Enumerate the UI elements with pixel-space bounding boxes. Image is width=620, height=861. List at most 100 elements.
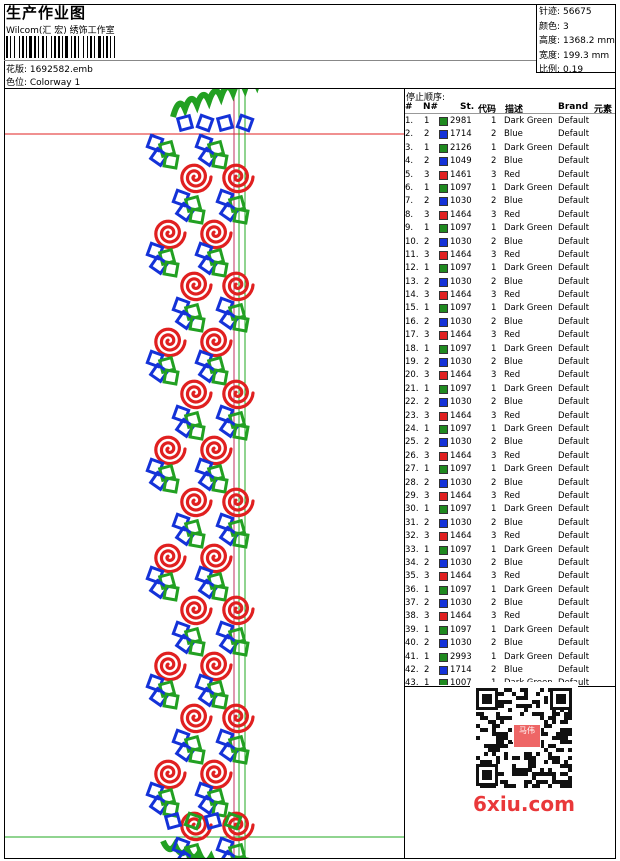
row-stitches: 1097 — [450, 383, 472, 394]
row-description: Blue — [504, 156, 523, 167]
row-code: 3 — [491, 490, 497, 501]
square-cluster-motif — [194, 349, 229, 386]
table-row: 39. 1 1097 1 Dark Green Default — [404, 624, 619, 637]
color-swatch — [439, 358, 448, 368]
row-index: 9. — [405, 223, 414, 234]
bottom-square — [223, 811, 243, 831]
square-cluster-motif — [145, 241, 180, 278]
color-swatch — [439, 157, 448, 167]
stat-value: 199.3 mm — [563, 50, 610, 61]
row-stitches: 1464 — [450, 209, 472, 220]
square-cluster-motif — [215, 620, 250, 657]
color-swatch — [439, 304, 448, 314]
row-needle: 3 — [424, 490, 430, 501]
color-swatch — [439, 264, 448, 274]
row-description: Blue — [504, 196, 523, 207]
red-spiral-motif — [180, 487, 213, 518]
row-needle: 1 — [424, 584, 430, 595]
row-index: 32. — [405, 531, 419, 542]
row-stitches: 1464 — [450, 370, 472, 381]
square-cluster-motif — [171, 836, 206, 858]
color-swatch — [439, 532, 448, 542]
red-spiral-motif — [222, 487, 255, 518]
row-needle: 2 — [424, 665, 430, 676]
color-swatch — [439, 398, 448, 408]
row-brand: Default — [558, 423, 590, 434]
row-brand: Default — [558, 343, 590, 354]
red-spiral-motif — [222, 811, 255, 842]
color-swatch — [439, 130, 448, 140]
row-description: Dark Green — [504, 423, 553, 434]
row-brand: Default — [558, 557, 590, 568]
design-divider — [404, 88, 405, 859]
stat-key: 宽度: — [539, 50, 561, 61]
row-index: 29. — [405, 490, 419, 501]
frame-right — [615, 4, 616, 859]
row-needle: 2 — [424, 517, 430, 528]
red-spiral-motif — [222, 379, 255, 410]
row-code: 2 — [491, 437, 497, 448]
table-row: 36. 1 1097 1 Dark Green Default — [404, 584, 619, 597]
square-cluster-motif — [145, 673, 180, 710]
row-index: 40. — [405, 638, 419, 649]
design-filename: 花版: 1692582.emb — [6, 65, 93, 75]
table-row: 27. 1 1097 1 Dark Green Default — [404, 463, 619, 476]
row-stitches: 1464 — [450, 450, 472, 461]
row-stitches: 1030 — [450, 437, 472, 448]
row-description: Dark Green — [504, 182, 553, 193]
stat-row: 高度: 1368.2 mm — [539, 34, 615, 49]
row-needle: 3 — [424, 450, 430, 461]
row-index: 38. — [405, 611, 419, 622]
row-description: Red — [504, 249, 521, 260]
red-spiral-motif — [180, 163, 213, 194]
table-row: 9. 1 1097 1 Dark Green Default — [404, 222, 619, 235]
row-code: 2 — [491, 196, 497, 207]
row-index: 7. — [405, 196, 414, 207]
row-stitches: 2126 — [450, 142, 472, 153]
row-stitches: 1007 — [450, 678, 472, 685]
table-row: 40. 2 1030 2 Blue Default — [404, 637, 619, 650]
row-index: 41. — [405, 651, 419, 662]
row-code: 2 — [491, 638, 497, 649]
row-index: 23. — [405, 410, 419, 421]
col-needle: N# — [423, 102, 439, 112]
frame-bottom — [4, 858, 616, 859]
row-brand: Default — [558, 611, 590, 622]
table-row: 12. 1 1097 1 Dark Green Default — [404, 262, 619, 275]
row-index: 27. — [405, 464, 419, 475]
color-swatch — [439, 250, 448, 260]
row-code: 1 — [491, 303, 497, 314]
row-needle: 1 — [424, 182, 430, 193]
stats-divider — [536, 4, 537, 72]
qr-badge: 马伟 — [513, 724, 541, 748]
row-code: 1 — [491, 464, 497, 475]
red-spiral-motif — [222, 703, 255, 734]
color-swatch — [439, 411, 448, 421]
table-row: 17. 3 1464 3 Red Default — [404, 329, 619, 342]
row-code: 1 — [491, 182, 497, 193]
page-title: 生产作业图 — [6, 4, 87, 22]
top-square — [195, 113, 215, 133]
colhdr-underline — [405, 113, 615, 114]
table-row: 8. 3 1464 3 Red Default — [404, 209, 619, 222]
stat-value: 56675 — [563, 7, 592, 17]
row-stitches: 1030 — [450, 598, 472, 609]
row-needle: 2 — [424, 156, 430, 167]
color-swatch — [439, 572, 448, 582]
row-stitches: 1464 — [450, 571, 472, 582]
color-swatch — [439, 438, 448, 448]
stop-sequence-table: 1. 1 2981 1 Dark Green Default 2. 2 1714 2 Blue Def… — [404, 115, 619, 685]
row-description: Dark Green — [504, 624, 553, 635]
row-needle: 2 — [424, 397, 430, 408]
row-code: 2 — [491, 236, 497, 247]
row-brand: Default — [558, 464, 590, 475]
row-needle: 1 — [424, 544, 430, 555]
row-needle: 2 — [424, 357, 430, 368]
color-swatch — [439, 478, 448, 488]
row-stitches: 1464 — [450, 410, 472, 421]
row-description: Blue — [504, 477, 523, 488]
row-stitches: 1097 — [450, 423, 472, 434]
row-index: 18. — [405, 343, 419, 354]
row-brand: Default — [558, 263, 590, 274]
color-swatch — [439, 384, 448, 394]
